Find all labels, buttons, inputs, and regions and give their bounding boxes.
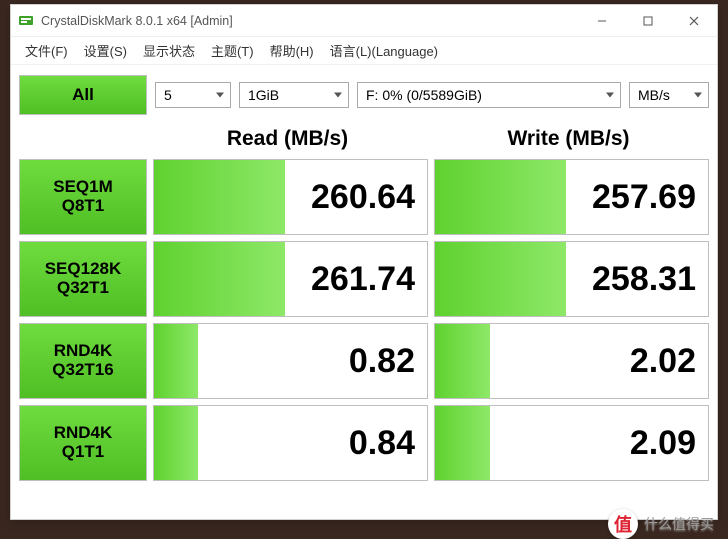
row-seq128k: SEQ128K Q32T1 261.74 258.31 <box>19 241 709 317</box>
column-headers: Read (MB/s) Write (MB/s) <box>11 123 717 159</box>
value-write: 258.31 <box>435 242 708 316</box>
drive-value: F: 0% (0/5589GiB) <box>366 87 482 103</box>
run-rnd4k-q32-button[interactable]: RND4K Q32T16 <box>19 323 147 399</box>
cell-seq1m-read: 260.64 <box>153 159 428 235</box>
row-rnd4k-q1: RND4K Q1T1 0.84 2.09 <box>19 405 709 481</box>
menu-help[interactable]: 帮助(H) <box>264 39 320 62</box>
toolbar: All 5 1GiB F: 0% (0/5589GiB) MB/s <box>11 65 717 123</box>
result-rows: SEQ1M Q8T1 260.64 257.69 SEQ128K Q32T1 2… <box>11 159 717 495</box>
cell-rnd4k-q32-read: 0.82 <box>153 323 428 399</box>
row-label-top: RND4K <box>54 342 113 361</box>
row-rnd4k-q32: RND4K Q32T16 0.82 2.02 <box>19 323 709 399</box>
titlebar: CrystalDiskMark 8.0.1 x64 [Admin] <box>11 5 717 37</box>
row-label-top: SEQ128K <box>45 260 122 279</box>
value-read: 0.82 <box>154 324 427 398</box>
iterations-value: 5 <box>164 87 172 103</box>
value-write: 2.02 <box>435 324 708 398</box>
menu-showstatus[interactable]: 显示状态 <box>137 39 201 62</box>
cell-rnd4k-q32-write: 2.02 <box>434 323 709 399</box>
row-seq1m: SEQ1M Q8T1 260.64 257.69 <box>19 159 709 235</box>
watermark: 值 什么值得买 <box>608 509 714 539</box>
menubar: 文件(F) 设置(S) 显示状态 主题(T) 帮助(H) 语言(L)(Langu… <box>11 37 717 65</box>
value-read: 0.84 <box>154 406 427 480</box>
row-label-top: SEQ1M <box>53 178 113 197</box>
window-title: CrystalDiskMark 8.0.1 x64 [Admin] <box>41 14 579 28</box>
row-label-bot: Q32T16 <box>52 361 113 380</box>
cell-rnd4k-q1-write: 2.09 <box>434 405 709 481</box>
header-spacer <box>19 123 147 159</box>
row-label-bot: Q32T1 <box>57 279 109 298</box>
drive-select[interactable]: F: 0% (0/5589GiB) <box>357 82 621 108</box>
minimize-button[interactable] <box>579 5 625 36</box>
maximize-button[interactable] <box>625 5 671 36</box>
value-read: 260.64 <box>154 160 427 234</box>
watermark-text: 什么值得买 <box>644 514 714 534</box>
watermark-icon: 值 <box>608 509 638 539</box>
cell-seq128k-read: 261.74 <box>153 241 428 317</box>
window-buttons <box>579 5 717 36</box>
menu-language[interactable]: 语言(L)(Language) <box>324 39 444 62</box>
row-label-top: RND4K <box>54 424 113 443</box>
app-window: CrystalDiskMark 8.0.1 x64 [Admin] 文件(F) … <box>10 4 718 520</box>
menu-settings[interactable]: 设置(S) <box>78 39 133 62</box>
run-rnd4k-q1-button[interactable]: RND4K Q1T1 <box>19 405 147 481</box>
unit-select[interactable]: MB/s <box>629 82 709 108</box>
menu-file[interactable]: 文件(F) <box>19 39 74 62</box>
unit-value: MB/s <box>638 87 670 103</box>
menu-theme[interactable]: 主题(T) <box>205 39 260 62</box>
cell-seq1m-write: 257.69 <box>434 159 709 235</box>
testsize-value: 1GiB <box>248 87 279 103</box>
testsize-select[interactable]: 1GiB <box>239 82 349 108</box>
close-button[interactable] <box>671 5 717 36</box>
value-write: 257.69 <box>435 160 708 234</box>
value-write: 2.09 <box>435 406 708 480</box>
run-seq128k-button[interactable]: SEQ128K Q32T1 <box>19 241 147 317</box>
iterations-select[interactable]: 5 <box>155 82 231 108</box>
run-all-button[interactable]: All <box>19 75 147 115</box>
header-write: Write (MB/s) <box>428 123 709 159</box>
header-read: Read (MB/s) <box>147 123 428 159</box>
cell-rnd4k-q1-read: 0.84 <box>153 405 428 481</box>
run-seq1m-button[interactable]: SEQ1M Q8T1 <box>19 159 147 235</box>
row-label-bot: Q8T1 <box>62 197 105 216</box>
row-label-bot: Q1T1 <box>62 443 105 462</box>
value-read: 261.74 <box>154 242 427 316</box>
cell-seq128k-write: 258.31 <box>434 241 709 317</box>
app-icon <box>18 13 34 29</box>
